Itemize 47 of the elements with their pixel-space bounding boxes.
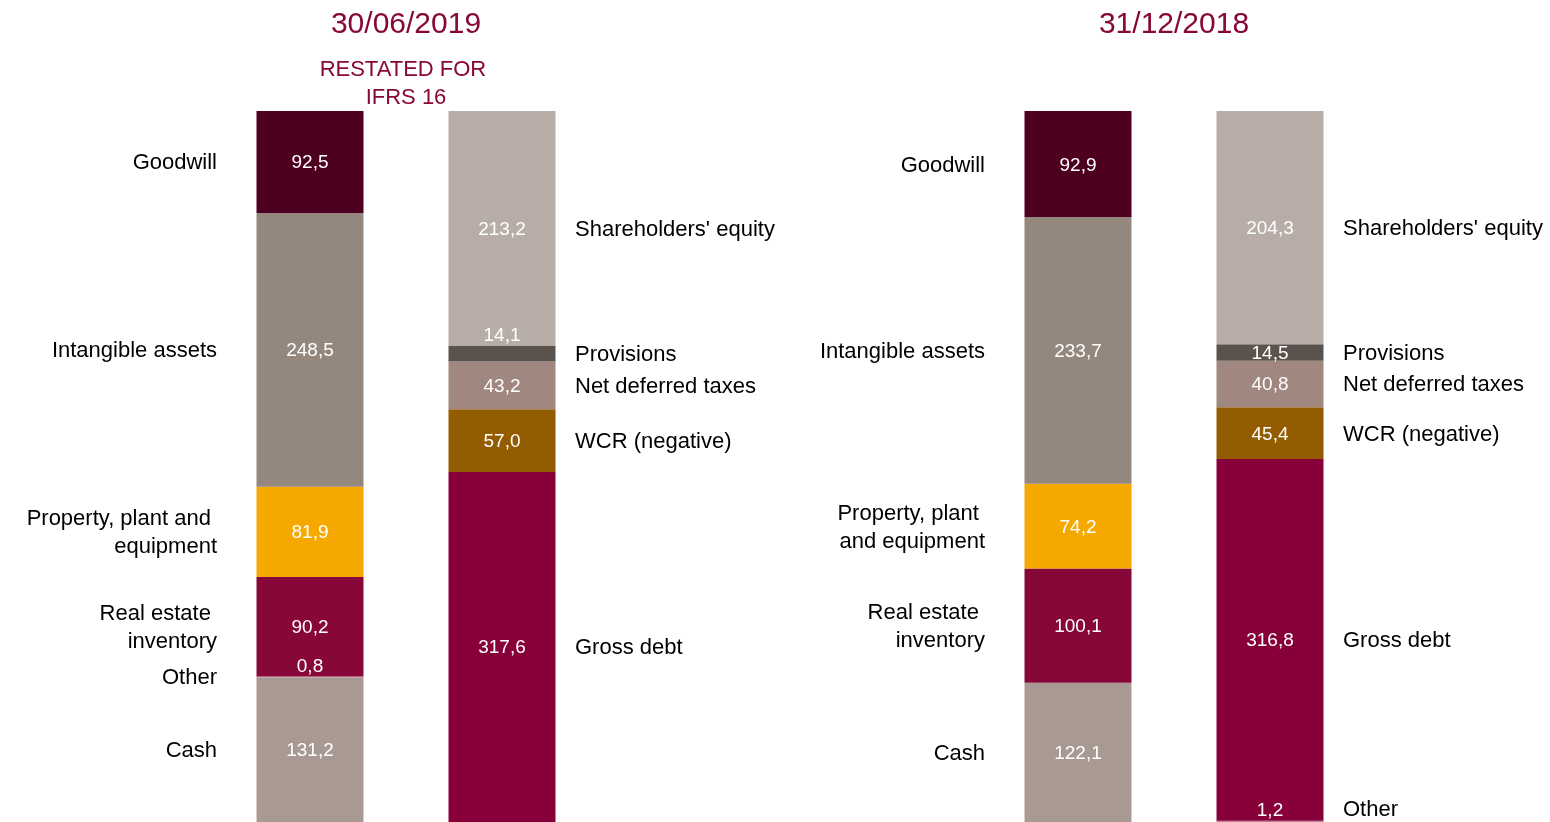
data-label: 131,2 [286, 739, 334, 761]
chart-title: 30/06/2019 [330, 5, 482, 39]
series-label: Shareholders' equity [575, 215, 775, 241]
data-label: 92,9 [1059, 153, 1097, 175]
data-label: 248,5 [286, 339, 334, 361]
series-label: Other [1343, 795, 1399, 821]
chart-title: 31/12/2018 [1098, 5, 1250, 39]
series-label: Provisions [1343, 339, 1445, 365]
series-label: WCR (negative) [1343, 420, 1500, 446]
data-label: 213,2 [478, 217, 526, 239]
data-label: 40,8 [1251, 373, 1289, 395]
series-label: Gross debt [575, 634, 683, 660]
data-label: 81,9 [291, 521, 329, 543]
series-label: Cash [933, 739, 985, 765]
series-label: Gross debt [1343, 627, 1451, 653]
series-label: WCR (negative) [575, 428, 732, 454]
series-label: Other [161, 664, 217, 690]
data-label: 1,2 [1256, 798, 1284, 820]
series-label: Goodwill [900, 151, 985, 177]
series-label: Intangible assets [819, 337, 985, 363]
data-label: 90,2 [291, 616, 329, 638]
series-label: Goodwill [132, 149, 217, 175]
data-label: 122,1 [1054, 741, 1102, 763]
data-label: 233,7 [1054, 339, 1102, 361]
series-label: Property, plant and equipment [837, 499, 985, 553]
chart-subtitle: RESTATED FOR IFRS 16 [319, 55, 493, 109]
data-label: 100,1 [1054, 615, 1102, 637]
data-label: 204,3 [1246, 217, 1294, 239]
series-label: Net deferred taxes [575, 372, 756, 398]
data-label: 57,0 [483, 430, 521, 452]
series-label: Intangible assets [51, 337, 217, 363]
data-label: 14,5 [1251, 341, 1289, 363]
data-label: 92,5 [291, 151, 329, 173]
data-label: 14,1 [483, 323, 521, 345]
series-label: Shareholders' equity [1343, 215, 1543, 241]
series-label: Real estate inventory [99, 600, 217, 654]
data-label: 0,8 [296, 654, 324, 676]
series-label: Real estate inventory [867, 599, 985, 653]
series-label: Cash [165, 737, 217, 763]
data-label: 43,2 [483, 374, 521, 396]
series-label: Net deferred taxes [1343, 371, 1524, 397]
data-label: 45,4 [1251, 422, 1289, 444]
data-label: 317,6 [478, 636, 526, 658]
data-label: 74,2 [1059, 515, 1097, 537]
series-label: Provisions [575, 341, 677, 367]
series-label: Property, plant and equipment [26, 505, 217, 559]
data-label: 316,8 [1246, 629, 1294, 651]
